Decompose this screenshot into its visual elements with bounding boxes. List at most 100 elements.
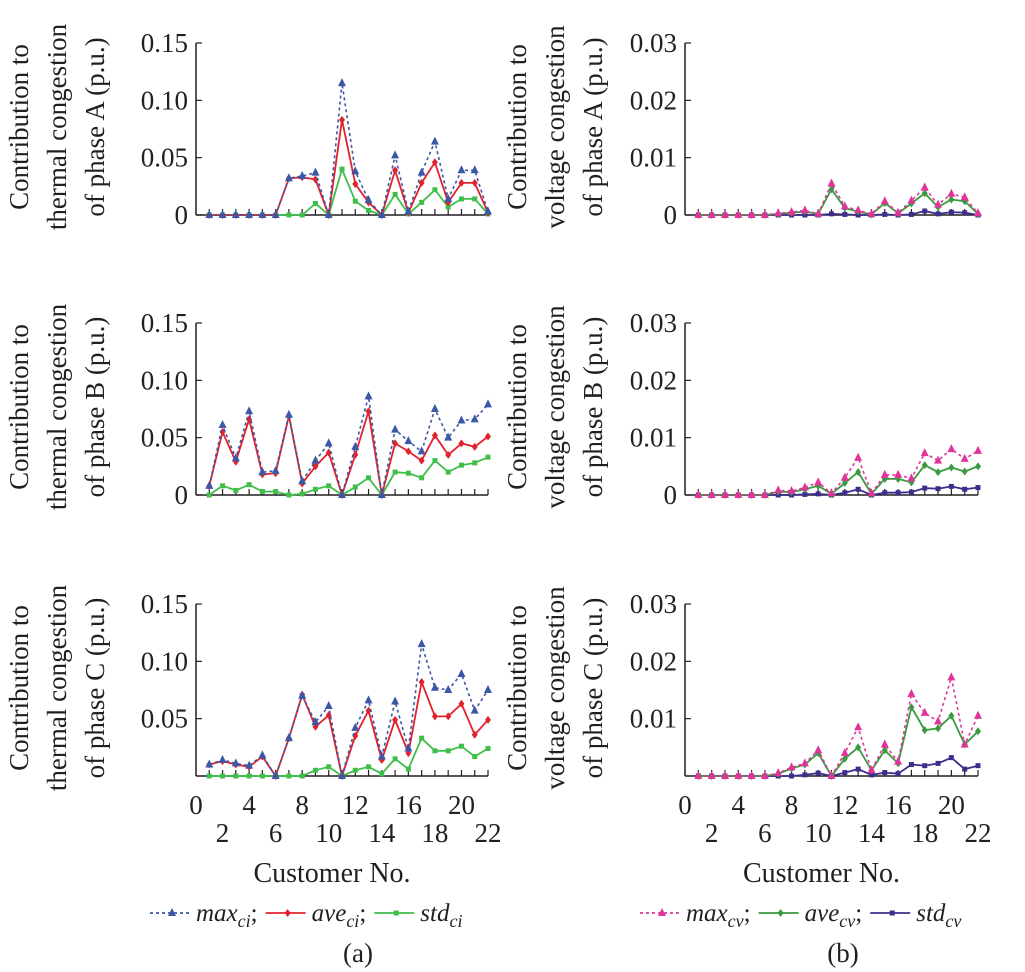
- legend-label-base: max: [686, 900, 728, 927]
- x-tick-label: 4: [242, 790, 256, 820]
- y-axis-label-line: Contribution to: [4, 44, 34, 210]
- data-point-std: [472, 754, 478, 760]
- data-point-std: [246, 773, 252, 779]
- data-point-std: [220, 483, 226, 489]
- data-point-max: [694, 490, 703, 498]
- data-point-std: [935, 211, 941, 217]
- data-point-max: [218, 420, 227, 429]
- data-point-std: [445, 469, 451, 475]
- data-point-std: [432, 748, 438, 754]
- data-point-ave: [948, 711, 955, 720]
- data-point-max: [894, 207, 903, 216]
- data-point-max: [457, 415, 466, 424]
- data-point-ave: [471, 442, 478, 451]
- legend-label-std: stdcv: [916, 900, 961, 931]
- data-point-ave: [921, 461, 928, 470]
- y-tick-label: 0.10: [141, 85, 188, 115]
- data-point-std: [286, 773, 292, 779]
- legend-marker-ave: [777, 909, 784, 917]
- data-point-max: [271, 210, 280, 218]
- data-point-max: [854, 205, 863, 214]
- data-point-max: [231, 453, 240, 462]
- y-axis-label-line: Contribution to: [502, 324, 532, 490]
- data-point-max: [271, 465, 280, 474]
- data-point-max: [747, 771, 756, 779]
- data-point-std: [419, 735, 425, 741]
- data-point-max: [298, 476, 307, 485]
- series-line-max: [698, 448, 979, 496]
- y-tick-label: 0: [664, 480, 678, 510]
- data-point-max: [430, 136, 439, 145]
- data-point-max: [417, 639, 426, 648]
- y-axis-label-line: thermal congestion: [42, 303, 72, 510]
- data-point-max: [974, 710, 982, 719]
- data-point-max: [947, 672, 956, 681]
- legend-marker-std: [889, 910, 895, 916]
- data-point-std: [485, 745, 491, 751]
- data-point-max: [720, 490, 729, 498]
- y-tick-label: 0.01: [630, 704, 677, 734]
- data-point-max: [258, 750, 267, 759]
- data-point-max: [218, 210, 227, 218]
- data-point-std: [206, 492, 212, 498]
- x-tick-label: 12: [831, 790, 858, 820]
- chart-panel: 0.15 0.10 0.05 0 Contribution to thermal cong…: [4, 303, 492, 510]
- x-tick-label: 14: [858, 818, 886, 848]
- data-point-max: [894, 756, 903, 765]
- y-axis-label-line: voltage congestion: [540, 586, 570, 790]
- data-point-std: [802, 491, 808, 497]
- series-line-ave: [698, 704, 979, 778]
- data-point-max: [205, 210, 214, 218]
- data-point-std: [975, 485, 981, 491]
- data-point-max: [324, 438, 333, 447]
- x-tick-label: 6: [269, 818, 283, 848]
- data-point-std: [445, 204, 451, 210]
- y-axis-label-line: Contribution to: [502, 605, 532, 771]
- data-point-ave: [841, 478, 848, 487]
- data-point-max: [960, 453, 969, 462]
- data-point-std: [935, 486, 941, 492]
- data-point-std: [392, 191, 398, 197]
- data-point-max: [484, 206, 492, 215]
- data-point-ave: [921, 189, 928, 198]
- data-point-std: [392, 756, 398, 762]
- series-line-max: [209, 82, 489, 217]
- data-point-std: [855, 486, 861, 492]
- legend-label-subscript: cv: [839, 911, 855, 931]
- data-point-max: [947, 188, 956, 197]
- data-point-max: [470, 705, 479, 714]
- y-tick-label: 0.01: [630, 423, 677, 453]
- y-axis-label-line: voltage congestion: [540, 25, 570, 229]
- data-point-std: [842, 211, 848, 217]
- data-point-ave: [975, 727, 981, 736]
- y-tick-label: 0.10: [141, 646, 188, 676]
- data-point-max: [747, 210, 756, 218]
- data-point-ave: [961, 467, 968, 476]
- data-point-max: [734, 490, 743, 498]
- y-axis-label-line: of phase A (p.u.): [578, 37, 608, 216]
- x-tick-label: 14: [368, 818, 396, 848]
- data-point-max: [814, 208, 823, 217]
- series-line-ave: [698, 187, 979, 216]
- data-point-max: [444, 432, 453, 441]
- data-point-std: [948, 483, 954, 489]
- data-point-std: [312, 767, 318, 773]
- data-point-max: [787, 762, 796, 771]
- data-point-ave: [855, 743, 862, 752]
- data-point-std: [922, 208, 928, 214]
- data-point-max: [800, 482, 809, 491]
- data-point-max: [444, 685, 453, 693]
- data-point-max: [377, 210, 386, 218]
- data-point-max: [231, 758, 240, 767]
- data-point-max: [694, 210, 703, 218]
- data-point-std: [895, 490, 901, 496]
- legend-marker-max: [168, 908, 176, 916]
- data-point-max: [894, 469, 903, 478]
- data-point-max: [974, 445, 982, 454]
- data-point-std: [366, 475, 372, 481]
- x-tick-label: 16: [395, 790, 422, 820]
- data-point-max: [947, 444, 956, 453]
- data-point-std: [842, 770, 848, 776]
- data-point-max: [404, 436, 413, 445]
